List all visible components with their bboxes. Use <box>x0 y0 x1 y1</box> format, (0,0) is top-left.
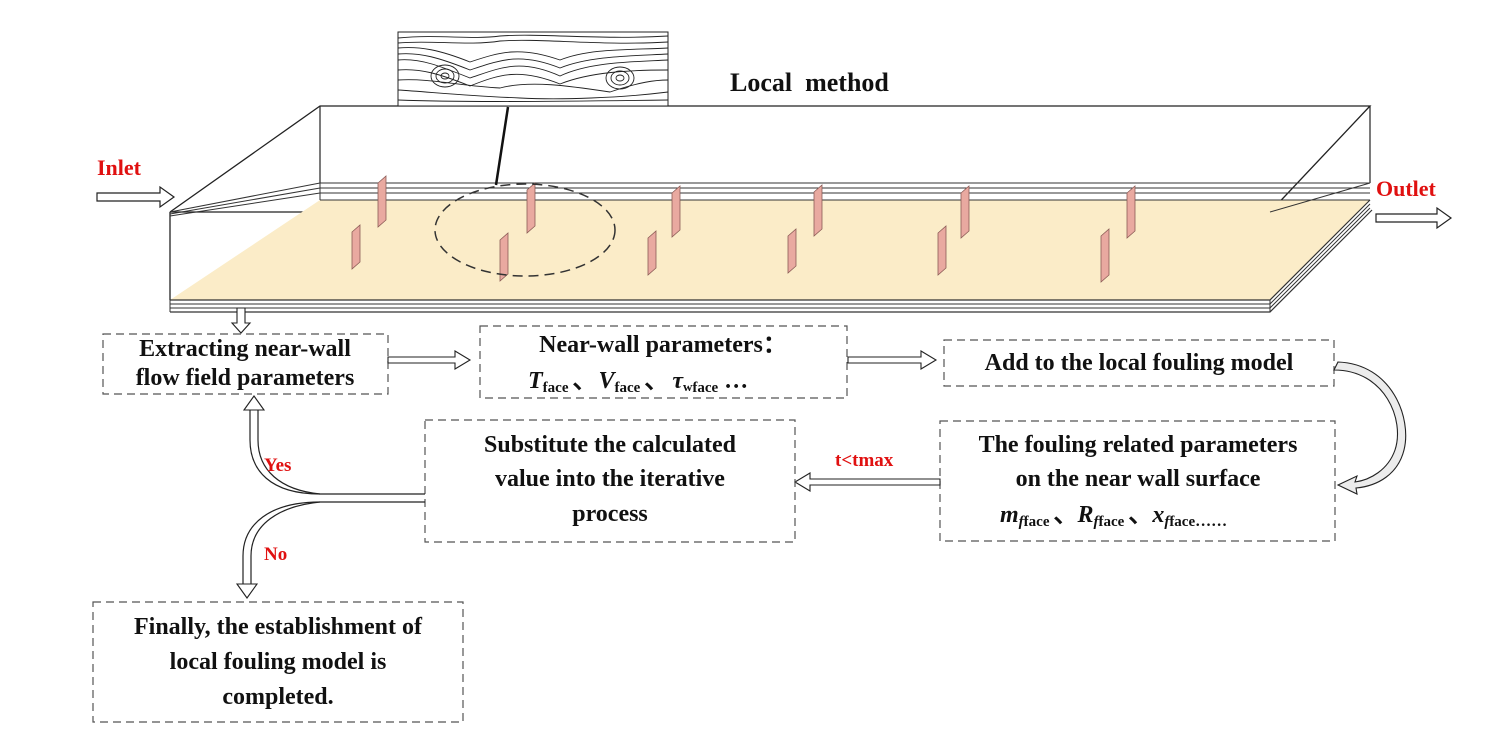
param-tau-sub2: face <box>692 380 718 396</box>
curved-arrow <box>1333 361 1407 495</box>
diagram-title: Local method <box>730 68 889 97</box>
sep-2: 、 <box>644 368 668 394</box>
param-tau-sub: w <box>683 379 693 394</box>
fin <box>526 182 536 234</box>
extract-arrow <box>230 307 252 334</box>
param-R-sub: f <box>1094 514 1101 530</box>
arrow-extract-to-nearwall <box>387 350 472 370</box>
no-arrowhead <box>235 583 259 599</box>
final-line-1b: of <box>402 614 423 640</box>
substitute-line-2: value into the iterative <box>495 466 725 492</box>
fouling-line-1: The fouling related parameters <box>979 432 1298 458</box>
param-m-sub2: face <box>1024 514 1050 530</box>
param-tau: τ <box>672 368 684 394</box>
loop-condition-label: t<tmax <box>835 450 894 471</box>
fsep-1: 、 <box>1053 502 1077 528</box>
final-line-3: completed. <box>222 684 333 710</box>
inlet-arrow <box>96 185 176 209</box>
fouling-params-box: The fouling related parameters on the ne… <box>939 420 1336 542</box>
fin <box>671 185 681 238</box>
fins <box>351 175 1136 283</box>
channel-floor <box>170 200 1370 300</box>
final-box: Finally, the establishment of local fouli… <box>92 601 464 723</box>
param-V-sub: face <box>615 380 641 396</box>
channel-3d <box>169 105 1373 313</box>
nearwall-title: Near-wall parameters： <box>539 332 787 358</box>
focus-ellipse <box>434 183 616 277</box>
decision-split <box>242 410 425 584</box>
substitute-line-1: Substitute the calculated <box>484 432 737 458</box>
fin <box>1100 228 1110 283</box>
fin <box>647 230 657 276</box>
outlet-arrow <box>1375 206 1453 230</box>
fin <box>937 225 947 276</box>
fsep-2: 、 <box>1128 502 1152 528</box>
final-line-1: Finally, the establishment of <box>134 614 423 640</box>
fin <box>499 232 509 282</box>
param-x: x <box>1151 502 1164 528</box>
fin <box>1126 185 1136 239</box>
outlet-label: Outlet <box>1376 176 1437 201</box>
sep-1: 、 <box>572 368 596 394</box>
final-line-2: local fouling model is <box>170 649 387 675</box>
param-T-sub: face <box>543 380 569 396</box>
yes-label: Yes <box>264 455 291 476</box>
param-V: V <box>598 368 616 394</box>
nearwall-ellipsis: … <box>718 368 748 394</box>
inlet-label: Inlet <box>97 155 142 180</box>
fouling-params: mfface 、Rfface 、xfface…… <box>1000 502 1227 530</box>
param-m: m <box>1000 502 1019 528</box>
substitute-box: Substitute the calculated value into the… <box>424 419 796 543</box>
callout-line <box>494 106 510 186</box>
param-R: R <box>1076 502 1093 528</box>
param-x-sub2: face <box>1169 514 1195 530</box>
param-R-sub2: face <box>1099 514 1125 530</box>
fin <box>960 185 970 239</box>
extract-box: Extracting near-wall flow field paramete… <box>102 333 389 395</box>
streamline-inset <box>397 31 669 107</box>
fin <box>351 224 361 270</box>
no-label: No <box>264 544 287 565</box>
fin <box>813 184 823 237</box>
param-m-sub: f <box>1019 514 1026 530</box>
substitute-line-3: process <box>572 501 648 527</box>
arrow-nearwall-to-model <box>847 350 938 370</box>
param-x-sub: f <box>1164 514 1171 530</box>
extract-line-2: flow field parameters <box>136 365 355 391</box>
add-model-line: Add to the local fouling model <box>985 350 1294 376</box>
fin <box>787 228 797 274</box>
final-line-1a: Finally, the establishment <box>134 614 396 640</box>
param-T: T <box>528 368 544 394</box>
add-model-box: Add to the local fouling model <box>943 339 1335 387</box>
nearwall-box: Near-wall parameters： Tface 、Vface、 τwface… <box>479 325 848 399</box>
fouling-ellipsis: …… <box>1195 513 1227 530</box>
yes-arrowhead <box>242 395 266 411</box>
extract-line-1: Extracting near-wall <box>139 336 351 362</box>
nearwall-params: Tface 、Vface、 τwface … <box>528 368 748 396</box>
arrow-fouling-to-substitute <box>793 472 941 492</box>
fin <box>377 175 387 228</box>
fouling-line-2: on the near wall surface <box>1016 466 1261 492</box>
